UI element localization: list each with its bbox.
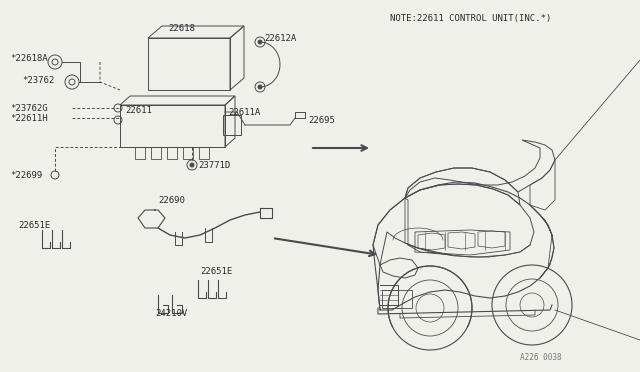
Bar — [183, 147, 193, 159]
Bar — [223, 115, 241, 135]
Bar — [167, 147, 177, 159]
Text: 22651E: 22651E — [18, 221, 51, 230]
Text: NOTE:22611 CONTROL UNIT(INC.*): NOTE:22611 CONTROL UNIT(INC.*) — [390, 13, 551, 22]
Bar — [199, 147, 209, 159]
Text: 22651E: 22651E — [200, 267, 232, 276]
Bar — [151, 147, 161, 159]
Circle shape — [258, 85, 262, 89]
Text: *22611H: *22611H — [10, 113, 47, 122]
Circle shape — [258, 40, 262, 44]
Circle shape — [190, 163, 194, 167]
Text: 22618: 22618 — [168, 23, 195, 32]
Bar — [148, 38, 230, 90]
Text: *22618A: *22618A — [10, 54, 47, 62]
Text: 22611: 22611 — [125, 106, 152, 115]
Text: 22690: 22690 — [158, 196, 185, 205]
Bar — [135, 147, 145, 159]
Text: *23762G: *23762G — [10, 103, 47, 112]
Text: A226 0038: A226 0038 — [520, 353, 562, 362]
Text: 23771D: 23771D — [198, 160, 230, 170]
Text: *22699: *22699 — [10, 170, 42, 180]
Text: 24210V: 24210V — [155, 308, 188, 317]
Text: 22695: 22695 — [308, 115, 335, 125]
Bar — [120, 105, 225, 147]
Text: *23762: *23762 — [22, 76, 54, 84]
Bar — [382, 290, 412, 308]
Text: 22612A: 22612A — [264, 33, 296, 42]
Text: 22611A: 22611A — [228, 108, 260, 116]
